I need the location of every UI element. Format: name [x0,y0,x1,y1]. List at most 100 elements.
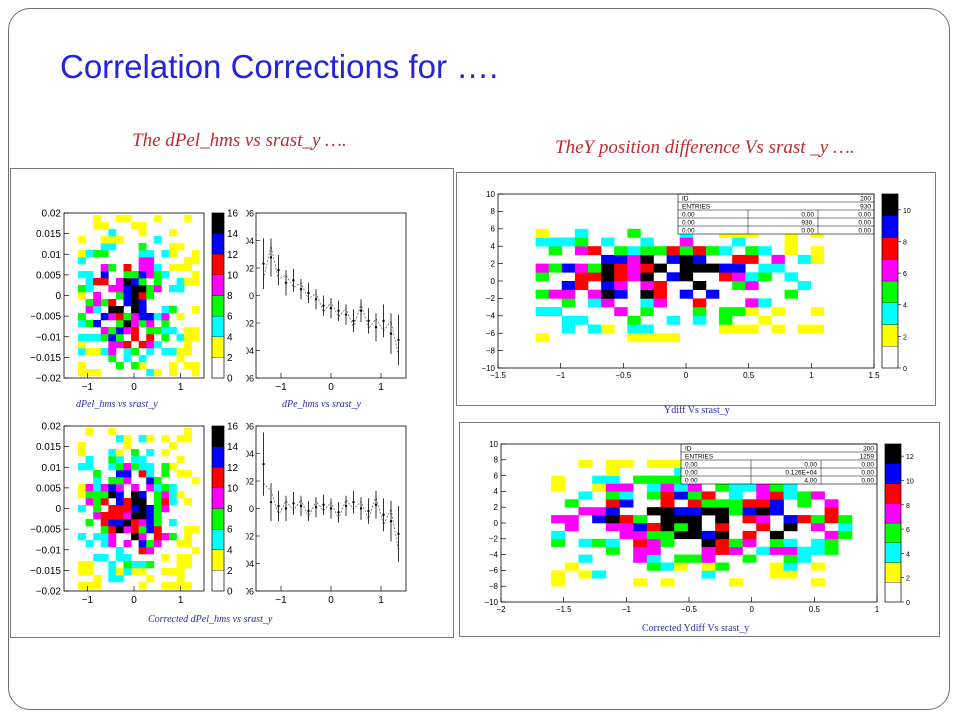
heatmap-cell [138,505,147,513]
heatmap-cell [784,246,798,256]
heatmap-cell [108,463,117,471]
heatmap-cell [619,491,634,500]
heatmap-cell [564,523,579,532]
heatmap-cell [138,264,147,272]
profile-point [277,504,280,508]
heatmap-cell [123,505,132,513]
stats-cell: 0.00 [801,211,814,218]
colorbar-label: 6 [227,525,233,536]
y-tick-label: −0.015 [30,566,61,577]
heatmap-cell [161,333,170,342]
heatmap-cell [100,491,109,499]
heatmap-cell [771,324,785,334]
heatmap-cell [619,459,634,468]
heatmap-cell [758,246,772,256]
heatmap-cell [176,491,185,499]
stats-cell: 0.126E+04 [785,469,817,476]
profile-point [382,319,385,323]
heatmap-cell [169,463,177,471]
y-tick-label: −0.02 [36,374,62,385]
heatmap-cell [176,285,185,293]
heatmap-cell [728,483,743,492]
heatmap-cell [176,539,185,548]
heatmap-cell [131,347,139,356]
heatmap-cell [692,298,707,308]
heatmap-cell [138,539,147,548]
heatmap-cell [588,298,602,308]
y-tick-label: −8 [489,582,499,591]
heatmap-cell [169,250,177,258]
heatmap-cell [108,243,117,251]
heatmap-cell [153,368,162,377]
heatmap-cell [715,507,730,516]
heatmap-cell [161,484,170,492]
heatmap-cell [184,361,193,370]
heatmap-cell [728,491,743,500]
heatmap-cell [783,538,798,547]
colorbar-segment [884,503,902,524]
heatmap-cell [561,289,576,299]
caption-plot-1: dPel_hms vs srast_y [76,399,158,410]
heatmap-cell [78,567,86,576]
heatmap-cell [146,560,155,569]
heatmap-cell [646,546,661,555]
heatmap-cell [115,505,124,513]
profile-point [382,513,385,517]
stats-cell: 0.00 [682,211,695,218]
heatmap-cell [797,546,812,555]
heatmap-cell [78,257,86,265]
x-tick-label: −1 [82,382,94,393]
heatmap-cell [93,250,102,258]
heatmap-cell [85,368,94,377]
heatmap-cell [153,278,162,286]
heatmap-cell [574,315,589,325]
heatmap-cells [78,428,200,590]
heatmap-cell [115,470,124,478]
heatmap-cell [715,483,730,492]
heatmap-cell [146,435,155,443]
heatmap-cell [601,254,615,264]
y-tick-label: −0.002 [246,532,254,542]
heatmap-cell [687,523,702,532]
heatmap-cell [115,477,124,485]
heatmap-cell [153,539,162,548]
heatmap-cell [78,560,86,569]
heatmap-cell [660,523,675,532]
heatmap-cell [123,278,132,286]
y-tick-label: 0 [494,519,499,528]
heatmap-cell [687,507,702,516]
profile-point [292,502,295,505]
x-tick-label: 0 [684,371,689,380]
y-tick-label: −6 [486,329,496,338]
y-tick-label: 6 [494,471,499,480]
y-tick-label: −0.005 [30,312,61,323]
heatmap-cell [824,538,839,547]
y-tick-label: 4 [491,242,496,251]
y-tick-label: 0 [249,291,254,301]
y-tick-label: 0 [55,291,61,302]
y-tick-label: 0.004 [246,236,254,246]
heatmap-cell [653,333,667,343]
heatmap-cell [810,538,825,547]
x-tick-label: 1.5 [868,371,880,380]
heatmap-cell [588,263,602,273]
heatmap-cell [146,271,155,279]
y-tick-label: 0.002 [246,264,254,274]
colorbar-segment [881,193,899,216]
colorbar-label: 0 [906,600,910,607]
x-tick-label: −1 [556,371,566,380]
stats-cell: 200 [863,445,874,452]
heatmap-cell [78,236,86,244]
heatmap-cell [838,515,853,524]
colorbar-segment [211,425,225,447]
heatmap-cell [605,475,620,484]
heatmap-cell [633,523,648,532]
heatmap-cell [169,442,177,450]
profile-point [389,519,393,523]
profile-point [307,291,310,295]
y-tick-label: 0.02 [42,422,62,433]
heatmap-cell [176,243,185,251]
heatmap-cell [85,250,94,258]
heatmap-cell [161,271,170,279]
heatmap-cell [535,263,550,273]
